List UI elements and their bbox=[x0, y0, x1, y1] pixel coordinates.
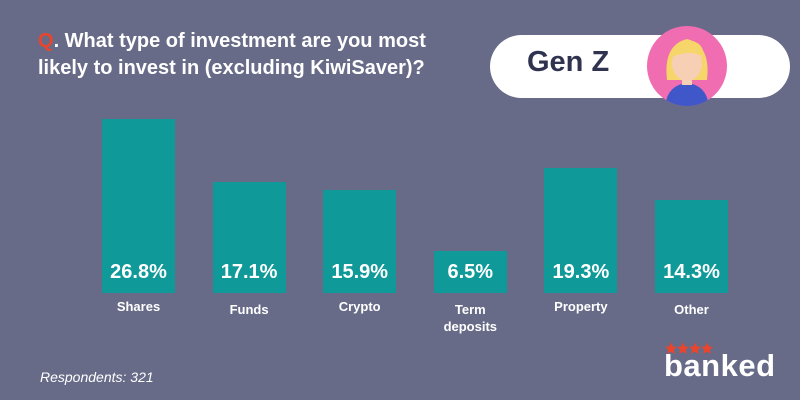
chart-title-block: Q. What type of investment are you most … bbox=[38, 28, 458, 82]
x-tick-label: Crypto bbox=[338, 299, 381, 314]
logo-stars bbox=[665, 342, 713, 354]
value-label: 6.5% bbox=[447, 261, 494, 283]
x-tick-label: Funds bbox=[229, 302, 269, 317]
logo: banked bbox=[664, 348, 776, 383]
value-label: 19.3% bbox=[552, 261, 610, 283]
value-label: 26.8% bbox=[110, 261, 167, 283]
avatar bbox=[647, 26, 727, 106]
x-tick-label: Shares bbox=[116, 299, 161, 314]
bar bbox=[544, 167, 618, 293]
x-tick-label: Other bbox=[674, 302, 709, 317]
badge bbox=[490, 35, 790, 98]
bar bbox=[323, 189, 397, 293]
value-label: 14.3% bbox=[663, 261, 720, 283]
x-tick-label: Term deposits bbox=[443, 302, 498, 334]
footnote: Respondents: 321 bbox=[40, 369, 154, 385]
value-label: 17.1% bbox=[220, 261, 278, 283]
x-tick-label: Property bbox=[554, 299, 608, 314]
question-marker: Q bbox=[38, 30, 54, 52]
badge-text: Gen Z bbox=[527, 46, 610, 78]
chart-title: . What type of investment are you most l… bbox=[38, 30, 426, 79]
bar bbox=[212, 182, 286, 293]
bar bbox=[433, 250, 507, 293]
bar bbox=[102, 119, 175, 293]
value-label: 15.9% bbox=[331, 261, 389, 283]
bar bbox=[655, 200, 728, 293]
